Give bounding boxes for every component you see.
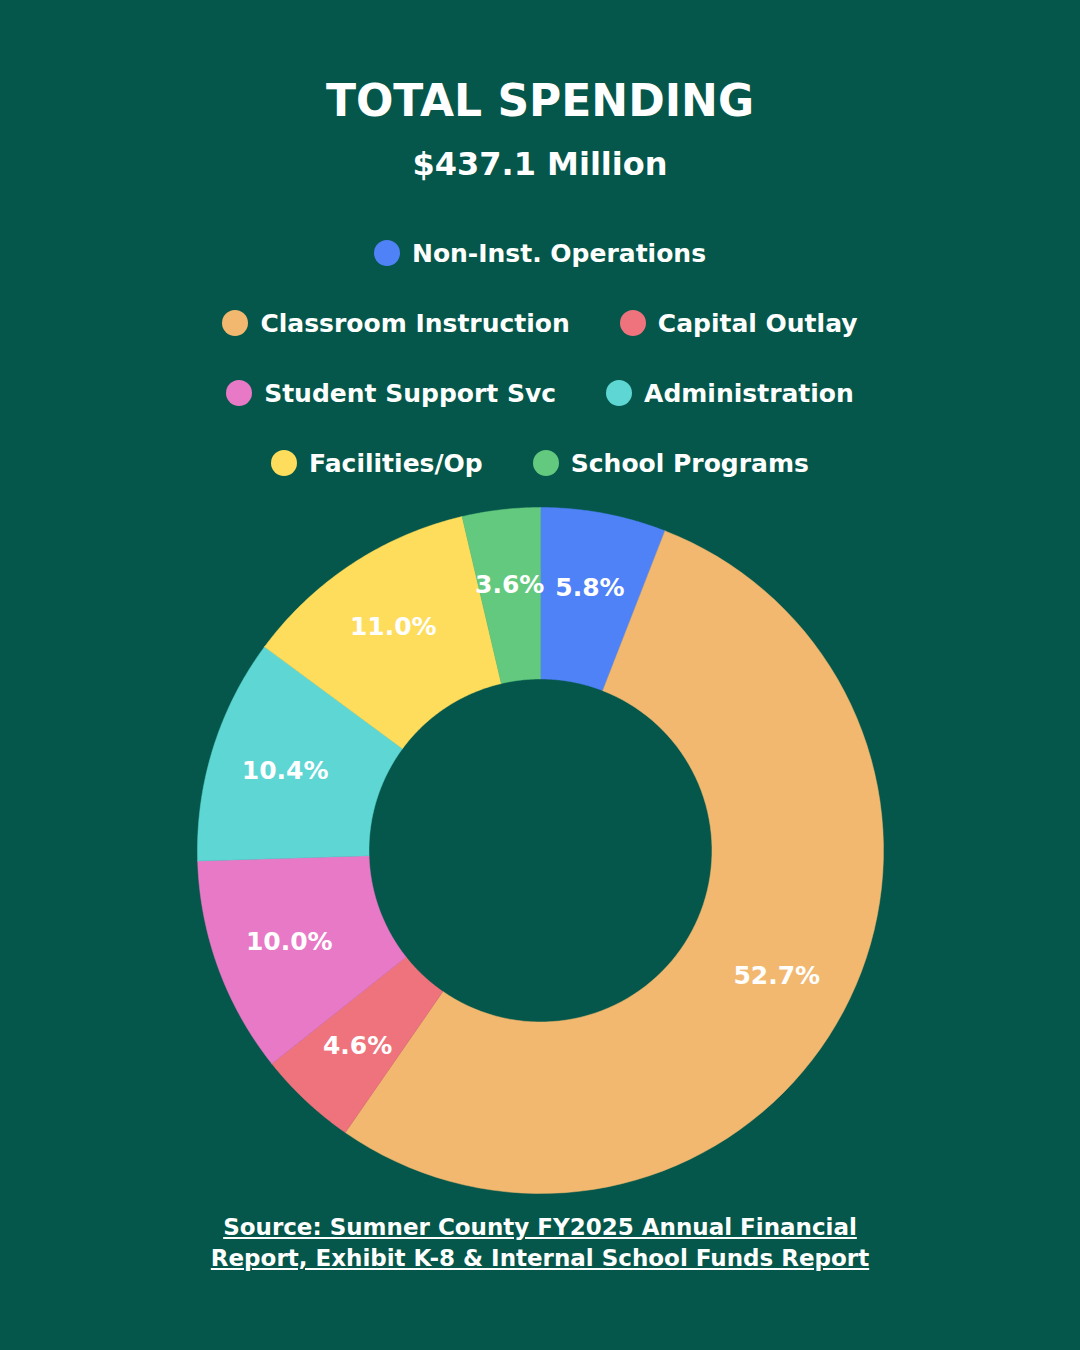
html-text:$437.1 Million: $437.1 Million: [412, 145, 668, 183]
html-text:Non-Inst. Operations: Non-Inst. Operations: [412, 238, 706, 268]
svg-text:3.6%: 3.6%: [475, 570, 544, 599]
html-text:School Programs: School Programs: [570, 448, 809, 478]
svg-text:11.0%: 11.0%: [350, 612, 437, 641]
html-text:Student Support Svc: Student Support Svc: [264, 378, 557, 408]
html-text:Facilities/Op: Facilities/Op: [309, 448, 483, 478]
svg-text:4.6%: 4.6%: [323, 1031, 392, 1060]
html-text:Capital Outlay: Capital Outlay: [657, 308, 858, 338]
html-text:Administration: Administration: [644, 378, 854, 408]
svg-text:10.0%: 10.0%: [246, 927, 333, 956]
html-text:Source: Sumner County FY2025 A: Source: Sumner County FY2025 Annual Fina…: [210, 1214, 870, 1271]
svg-text:52.7%: 52.7%: [733, 961, 820, 990]
svg-text:5.8%: 5.8%: [555, 573, 624, 602]
svg-text:10.4%: 10.4%: [242, 756, 329, 785]
html-text:TOTAL SPENDING: TOTAL SPENDING: [326, 75, 754, 126]
html-text:Classroom Instruction: Classroom Instruction: [260, 308, 570, 338]
